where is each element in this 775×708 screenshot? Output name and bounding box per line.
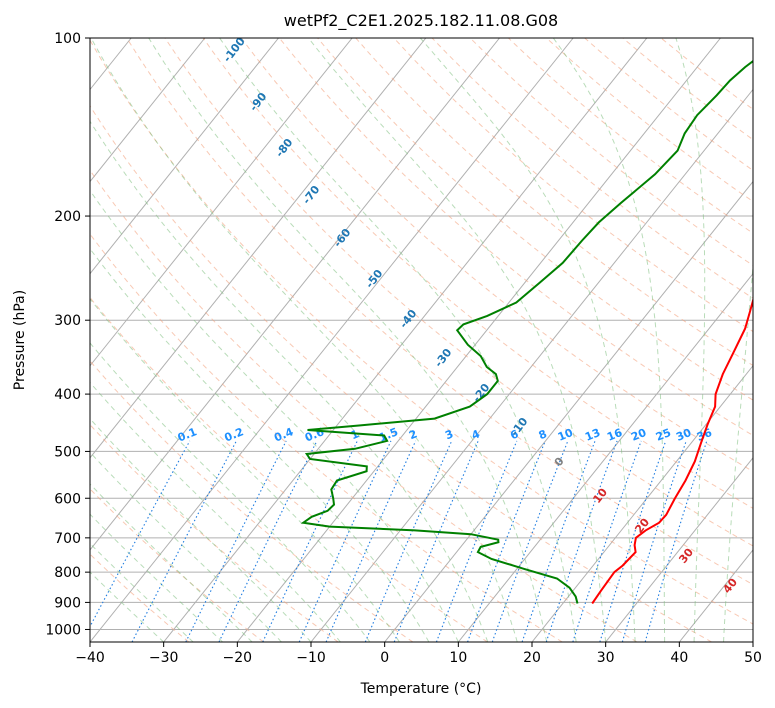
dry-adiabat <box>90 39 753 625</box>
mixing-ratio-line <box>185 440 287 642</box>
dry-adiabat <box>164 38 753 547</box>
dry-adiabat <box>393 38 753 333</box>
y-tick-label: 300 <box>54 313 81 329</box>
isotherm <box>90 38 427 459</box>
x-tick-label: 0 <box>380 650 389 666</box>
plot-frame <box>89 37 754 643</box>
chart-title: wetPf2_C2E1.2025.182.11.08.G08 <box>284 11 558 31</box>
dry-adiabat <box>202 38 753 509</box>
x-tick-label: 20 <box>523 650 541 666</box>
dry-adiabat <box>90 423 339 642</box>
mixing-ratio-label: 8 <box>537 427 549 442</box>
isotherm <box>531 364 753 642</box>
mixing-ratio-label: 3 <box>443 427 455 442</box>
x-tick-label: −30 <box>149 650 179 666</box>
background-lines <box>90 38 753 642</box>
y-tick-label: 100 <box>54 31 81 47</box>
mixing-ratio-label: 20 <box>629 426 648 444</box>
mixing-ratio-line <box>599 440 667 642</box>
moist-adiabat <box>675 38 706 642</box>
moist-adiabat <box>419 38 636 642</box>
mixing-ratio-line <box>644 440 708 642</box>
dry-adiabat <box>355 38 753 367</box>
moist-adiabat <box>90 381 341 642</box>
mixing-ratio-label: 16 <box>605 426 624 444</box>
y-axis-label: Pressure (hPa) <box>12 290 28 390</box>
moist-adiabat <box>308 38 607 642</box>
mixing-ratio-line <box>364 440 453 642</box>
mixing-ratio-line <box>325 440 417 642</box>
moist-adiabat <box>219 38 577 642</box>
mixing-ratio-line <box>90 440 191 628</box>
x-axis-label: Temperature (°C) <box>360 681 482 697</box>
dry-adiabat <box>90 296 488 642</box>
y-tick-label: 500 <box>54 444 81 460</box>
y-tick-label: 400 <box>54 387 81 403</box>
x-tick-label: 30 <box>597 650 615 666</box>
dry-adiabat <box>90 104 712 642</box>
dry-adiabat <box>90 169 638 642</box>
moist-adiabat <box>723 260 753 642</box>
x-tick-label: −40 <box>75 650 105 666</box>
dry-adiabat <box>431 38 753 299</box>
mixing-ratio-label: 25 <box>654 426 673 444</box>
y-tick-label: 200 <box>54 209 81 225</box>
isotherm <box>90 38 279 275</box>
isotherm <box>90 38 574 642</box>
dry-adiabat <box>279 38 753 437</box>
y-tick-label: 1000 <box>45 622 81 638</box>
isotherm <box>236 38 721 642</box>
isotherm <box>90 38 353 367</box>
mixing-ratio-line <box>491 440 569 642</box>
moist-adiabat <box>90 189 459 642</box>
isotherm <box>90 38 206 183</box>
y-tick-label: 700 <box>54 531 81 547</box>
x-axis: −40 −30 −20 −10 0 10 20 30 40 50 <box>75 642 762 666</box>
x-tick-label: 50 <box>744 650 762 666</box>
y-tick-label: 900 <box>54 595 81 611</box>
dry-adiabat <box>622 38 753 141</box>
moist-adiabat <box>90 417 312 642</box>
mixing-ratio-label: 10 <box>556 426 575 444</box>
isotherm <box>605 457 753 642</box>
mixing-ratio-label: 2 <box>407 427 419 442</box>
isotherm <box>457 272 753 642</box>
y-axis: 100 200 300 400 500 600 700 800 900 1000 <box>45 31 90 638</box>
dry-adiabat <box>126 38 753 586</box>
mixing-ratio-label: 1 <box>349 427 361 442</box>
dry-adiabat <box>240 38 753 473</box>
y-tick-label: 800 <box>54 565 81 581</box>
moist-adiabat <box>552 38 666 642</box>
x-tick-label: 10 <box>449 650 467 666</box>
moist-adiabat <box>90 247 430 642</box>
isotherm <box>163 38 648 642</box>
mixing-ratio-label: 13 <box>583 426 602 444</box>
x-tick-label: −10 <box>296 650 326 666</box>
mixing-ratio-label: 30 <box>674 426 693 444</box>
dry-adiabat <box>90 233 563 642</box>
x-tick-label: 40 <box>670 650 688 666</box>
dry-adiabat <box>90 488 264 642</box>
moist-adiabat <box>90 120 489 642</box>
isotherm <box>384 180 753 642</box>
mixing-ratio-line <box>621 440 687 642</box>
mixing-ratio-line <box>521 440 596 642</box>
plot-area <box>90 38 753 642</box>
moist-adiabat <box>148 38 548 642</box>
moist-adiabat <box>90 342 371 642</box>
mixing-ratio-line <box>298 440 392 642</box>
dewpoint-line <box>300 59 753 604</box>
x-tick-label: −20 <box>223 650 253 666</box>
dry-adiabat <box>317 38 753 401</box>
profile-series <box>300 59 753 605</box>
temperature-line <box>591 296 753 605</box>
dry-adiabat <box>469 38 753 266</box>
isotherm <box>90 38 500 551</box>
y-tick-label: 600 <box>54 491 81 507</box>
